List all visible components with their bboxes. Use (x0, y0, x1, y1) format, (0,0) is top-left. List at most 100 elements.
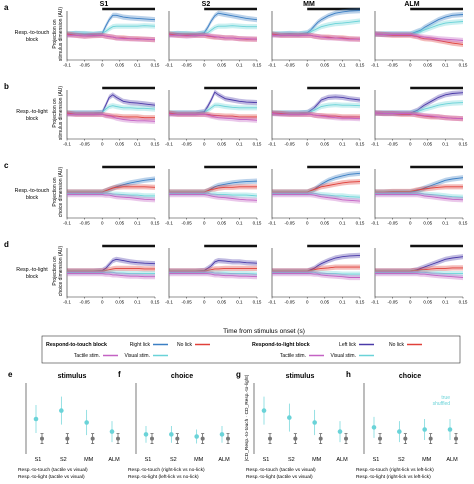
series-line-no_lick_touch (67, 186, 156, 193)
panel-footer: Resp.-to-touch (tactile vs visual) (246, 467, 316, 473)
panel-footer: Resp.-to-light (tactile vs visual) (18, 474, 85, 480)
series-line-no_lick_touch (169, 186, 257, 193)
category-label: ALM (218, 457, 230, 463)
x-tick-label: 0.05 (423, 142, 432, 147)
series-band-visual_stim (169, 23, 257, 37)
series-band-visual_stim (67, 269, 155, 277)
x-tick-label: -0.1 (63, 142, 71, 147)
point-shuffled (116, 436, 120, 441)
x-tick-label: 0.05 (423, 300, 432, 305)
series-line-tactile_stim (375, 273, 464, 278)
panel-f: f choice S1 S2 MM ALM Resp.-to-touch (right-li… (118, 370, 230, 480)
series-band-tactile_stim (272, 192, 360, 204)
area-title: MM (303, 1, 315, 8)
panel-h: h choice S1 S2 MM ALM Resp.-to-touch (right-li… (346, 370, 458, 480)
series-band-visual_stim (67, 190, 155, 199)
category-label: ALM (336, 457, 348, 463)
panel-letter-e: e (8, 370, 13, 379)
legend-tactile-stim-1: Tactile stim. (74, 353, 100, 359)
series-line-no_lick_light (67, 267, 155, 272)
x-tick-label: -0.05 (284, 63, 295, 68)
series-line-visual_stim (67, 192, 155, 197)
series-line-visual_stim (66, 25, 156, 35)
point-shuffled (150, 436, 154, 441)
x-tick-label: -0.05 (181, 63, 192, 68)
x-tick-label: 0.15 (151, 142, 160, 147)
series-band-tactile_stim (67, 32, 155, 43)
x-tick-label: 0.1 (134, 63, 141, 68)
series-line-tactile_stim (271, 113, 361, 120)
x-tick-label: -0.05 (181, 221, 192, 226)
x-tick-label: 0 (203, 142, 206, 147)
series-line-tactile_stim (374, 112, 464, 120)
series-band-visual_stim (272, 269, 360, 277)
panel-g: g stimulus |CD_Resp.-to-touch · CD_Resp.-t… (236, 370, 348, 480)
point-true (397, 429, 402, 434)
x-tick-label: 0.05 (115, 142, 124, 147)
series-line-no_lick_light (375, 267, 463, 272)
y-axis-label: choice dimension (AU) (58, 246, 64, 297)
panel-e: e stimulus S1 S2 MM ALM Resp.-to-touch (tactil… (8, 370, 120, 480)
x-tick-label: 0.05 (320, 63, 329, 68)
x-tick-label: 0.05 (423, 221, 432, 226)
x-tick-label: 0 (306, 63, 309, 68)
x-tick-label: 0.1 (442, 221, 449, 226)
point-shuffled (378, 436, 382, 441)
x-tick-label: -0.1 (165, 221, 173, 226)
series-band-no_lick_light (375, 265, 463, 274)
series-line-visual_stim (169, 271, 258, 275)
series-line-no_lick_light (272, 266, 360, 272)
x-tick-label: 0.1 (134, 221, 141, 226)
x-tick-label: 0.05 (423, 63, 432, 68)
x-tick-label: -0.05 (181, 300, 192, 305)
x-tick-label: 0.1 (134, 300, 141, 305)
series-band-left_lick_light (272, 94, 360, 116)
panel-title: choice (399, 373, 421, 380)
point-true (194, 434, 199, 439)
x-tick-label: 0.15 (459, 63, 468, 68)
panel-letter-b: b (4, 82, 9, 91)
x-tick-label: -0.05 (79, 300, 90, 305)
series-line-visual_stim (272, 20, 361, 35)
series-line-no_lick_touch (375, 186, 463, 193)
series-band-tactile_stim (67, 271, 155, 280)
legend-touch-title: Respond-to-touch block (46, 342, 107, 348)
panel-title: choice (171, 373, 193, 380)
series-line-visual_stim (272, 192, 361, 198)
x-tick-label: 0.15 (356, 142, 365, 147)
series-line-visual_stim (272, 104, 361, 114)
panel-letter-a: a (4, 3, 9, 12)
x-tick-label: -0.1 (268, 300, 276, 305)
x-tick-label: -0.1 (268, 63, 276, 68)
subplot-alm: -0.1 -0.05 0 0.05 0.1 0.15 (371, 86, 468, 147)
point-true (371, 425, 377, 430)
point-shuffled (40, 436, 44, 441)
x-tick-label: 0.15 (151, 300, 160, 305)
category-label: ALM (446, 457, 458, 463)
legend-shuffled: shuffled (433, 401, 451, 407)
x-tick-label: 0 (306, 221, 309, 226)
x-tick-label: 0 (101, 221, 104, 226)
subplot-s1: -0.1 -0.05 0 0.05 0.1 0.15 (63, 165, 160, 226)
x-tick-label: -0.05 (79, 142, 90, 147)
point-true (422, 427, 427, 432)
series-line-visual_stim (67, 105, 156, 114)
series-line-visual_stim (375, 192, 464, 198)
series-band-left_lick_light (272, 252, 360, 274)
x-tick-label: 0.1 (339, 221, 346, 226)
legend-left-lick: Left lick (339, 342, 356, 348)
x-tick-label: 0.05 (217, 142, 226, 147)
subplot-s2: -0.1 -0.05 0 0.05 0.1 0.15 (165, 244, 262, 305)
x-tick-label: -0.1 (268, 221, 276, 226)
series-band-left_lick_light (375, 254, 463, 274)
series-line-visual_stim (169, 192, 258, 197)
x-tick-label: 0.05 (320, 221, 329, 226)
subplot-s1: -0.1 -0.05 0 0.05 0.1 0.15 (63, 244, 160, 305)
area-title: ALM (404, 1, 419, 8)
x-tick-label: -0.1 (63, 221, 71, 226)
x-tick-label: 0 (203, 300, 206, 305)
x-tick-label: 0.1 (236, 221, 243, 226)
x-tick-label: 0.1 (442, 300, 449, 305)
x-tick-label: 0.15 (356, 221, 365, 226)
category-label: S2 (170, 457, 177, 463)
